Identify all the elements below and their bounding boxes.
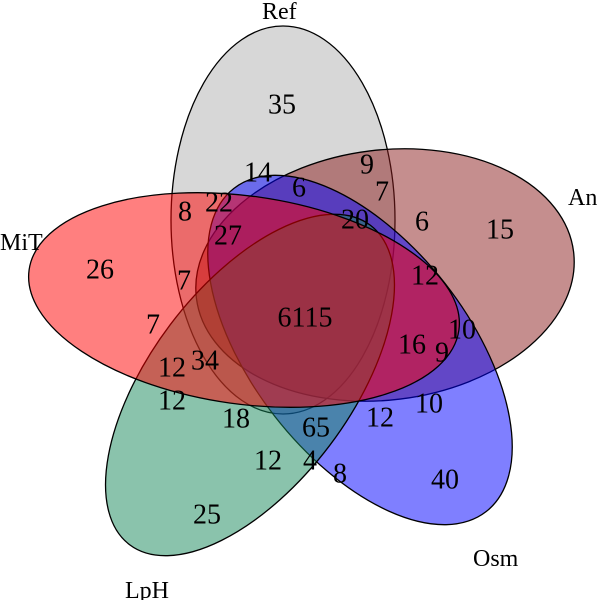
region-count: 40	[431, 465, 459, 496]
region-count: 12	[411, 261, 439, 292]
region-count: 10	[448, 315, 476, 346]
region-count: 9	[435, 338, 449, 369]
region-count: 65	[302, 413, 330, 444]
region-count: 27	[214, 221, 242, 252]
region-count: 7	[375, 177, 389, 208]
region-count: 12	[254, 446, 282, 477]
region-count: 12	[366, 403, 394, 434]
region-count: 22	[205, 188, 233, 219]
region-count: 8	[333, 459, 347, 490]
region-count: 7	[146, 310, 160, 341]
region-count: 34	[191, 346, 219, 377]
set-label-lph: LpH	[125, 578, 169, 600]
region-count: 6	[292, 173, 306, 204]
region-count: 7	[177, 266, 191, 297]
region-count: 18	[222, 404, 250, 435]
region-count: 12	[158, 353, 186, 384]
region-count: 9	[360, 150, 374, 181]
region-count: 8	[178, 197, 192, 228]
region-count: 26	[86, 255, 114, 286]
set-ellipse-mit	[27, 192, 461, 408]
region-count: 25	[193, 500, 221, 531]
set-label-mit: MiT	[0, 230, 43, 256]
set-label-ref: Ref	[262, 0, 297, 25]
region-count: 35	[268, 90, 296, 121]
region-count: 12	[158, 386, 186, 417]
region-count: 4	[303, 446, 317, 477]
region-count: 6115	[278, 303, 333, 334]
region-count: 6	[415, 207, 429, 238]
set-label-an: An	[568, 185, 597, 211]
region-count: 16	[398, 330, 426, 361]
set-label-osm: Osm	[473, 546, 519, 572]
region-count: 20	[341, 205, 369, 236]
region-count: 15	[486, 215, 514, 246]
region-count: 10	[415, 389, 443, 420]
region-count: 14	[244, 158, 272, 189]
